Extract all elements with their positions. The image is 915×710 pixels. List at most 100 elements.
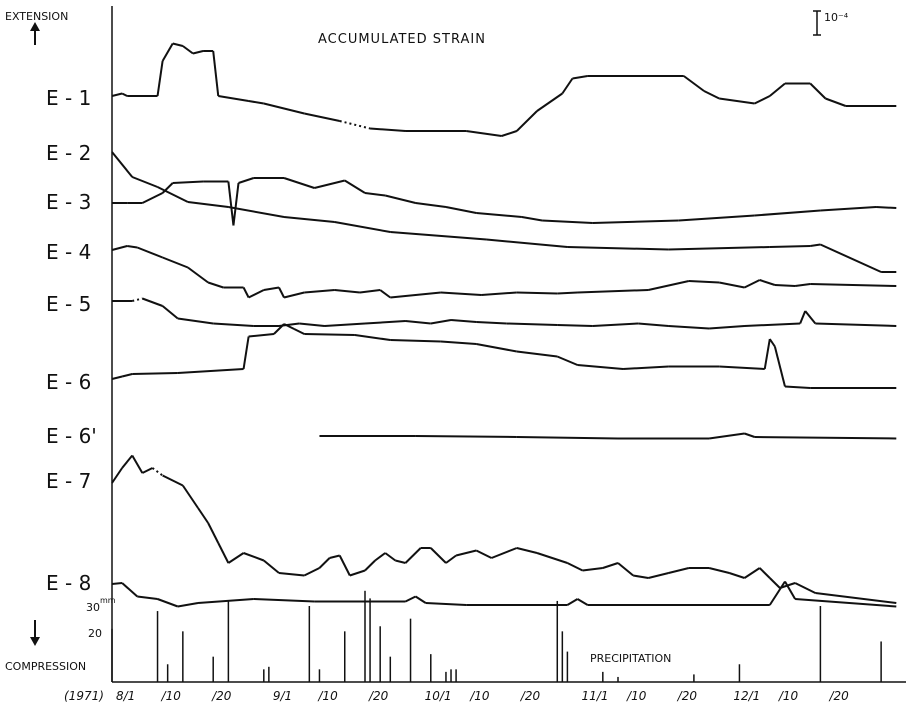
trace-segment-4 <box>242 287 250 298</box>
trace-segment-3 <box>227 181 235 226</box>
trace-segment-1 <box>161 42 174 62</box>
trace-segment-1 <box>212 50 220 97</box>
trace-segment-9 <box>784 580 796 600</box>
trace-segment-2 <box>334 221 391 233</box>
trace-segment-8 <box>633 574 649 579</box>
x-tick-label: /20 <box>520 689 541 703</box>
trace-segment-4 <box>127 245 138 249</box>
trace-segment-3 <box>232 182 240 226</box>
trace-segment-8 <box>430 547 447 564</box>
trace-segment-8 <box>445 554 457 564</box>
trace-segment-6 <box>248 333 275 338</box>
trace-segment-3 <box>476 212 522 218</box>
station-label-e6: E - 6 <box>46 370 91 394</box>
trace-segment-8 <box>243 552 265 562</box>
trace-segment-8 <box>708 567 730 574</box>
trace-segment-8 <box>491 547 518 559</box>
trace-segment-4 <box>759 279 776 286</box>
x-tick-label: 12/1 <box>733 689 760 703</box>
station-label-e5: E - 5 <box>46 292 91 316</box>
trace-segment-4 <box>278 287 285 298</box>
x-tick-label: 9/1 <box>273 689 292 703</box>
trace-segment-8 <box>743 567 761 579</box>
trace-segment-8 <box>263 559 280 574</box>
trace-segment-5 <box>668 325 710 330</box>
trace-segment-1 <box>572 75 588 80</box>
trace-segment-3 <box>678 214 755 222</box>
trace-segment-8 <box>374 552 386 562</box>
trace-segment-1 <box>501 130 518 137</box>
trace-segment-5 <box>592 322 639 327</box>
trace-segment-6 <box>556 355 578 366</box>
trace-segment-8 <box>815 592 897 604</box>
x-tick-label: /10 <box>317 689 338 703</box>
trace-segment-8 <box>582 567 603 572</box>
trace-segment-2 <box>157 186 189 203</box>
trace-segment-4 <box>794 283 811 287</box>
trace-segment-8 <box>338 555 351 576</box>
trace-segment-9 <box>415 595 427 604</box>
trace-segment-9 <box>405 595 417 603</box>
trace-segment-6 <box>273 323 285 335</box>
trace-segment-2 <box>769 245 811 248</box>
trace-segment-6 <box>354 334 391 341</box>
x-tick-label: /20 <box>677 689 698 703</box>
trace-segment-8 <box>729 572 745 579</box>
trace-segment-4 <box>390 291 441 299</box>
trace-segment-5 <box>744 322 801 327</box>
trace-segment-4 <box>187 266 209 284</box>
trace-segment-5 <box>177 317 214 325</box>
precip-tick-20: 20 <box>88 627 102 640</box>
trace-segment-8 <box>111 467 123 484</box>
extension-label: EXTENSION <box>5 10 68 23</box>
extension-arrow-icon <box>30 22 40 45</box>
trace-segment-2 <box>486 238 568 248</box>
trace-segment-5 <box>709 325 745 330</box>
trace-segment-9 <box>425 602 467 606</box>
trace-segment-3 <box>592 219 679 224</box>
trace-segment-5 <box>557 324 593 327</box>
compression-label: COMPRESSION <box>5 660 86 673</box>
trace-segment-5 <box>476 321 507 325</box>
trace-segment-1 <box>561 77 574 95</box>
trace-segment-4 <box>440 291 482 296</box>
precipitation-bars <box>111 590 882 682</box>
trace-segment-9 <box>577 598 589 606</box>
trace-segment-4 <box>263 286 280 291</box>
trace-segment-6 <box>304 333 355 336</box>
trace-segment-9 <box>121 582 138 598</box>
trace-segment-1 <box>182 45 194 55</box>
trace-segment-5 <box>799 310 807 324</box>
trace-segment-6 <box>132 372 178 375</box>
trace-segment-4 <box>744 279 761 289</box>
trace-segment-3 <box>364 192 386 197</box>
trace-segment-2 <box>283 216 335 223</box>
strain-traces <box>111 42 897 608</box>
trace-segment-1 <box>218 95 249 102</box>
trace-segment-6 <box>719 365 765 370</box>
trace-segment-8 <box>303 567 320 577</box>
trace-segment-9 <box>197 598 254 604</box>
trace-segment-1 <box>339 120 371 130</box>
trace-segment-9 <box>253 598 315 603</box>
trace-segment-8 <box>217 542 230 564</box>
trace-segment-7 <box>754 436 897 440</box>
trace-segment-2 <box>819 243 882 273</box>
trace-segment-6 <box>440 340 477 345</box>
trace-segment-6 <box>283 323 295 330</box>
trace-segment-6 <box>763 338 771 370</box>
trace-segment-5 <box>804 310 817 325</box>
trace-segment-8 <box>131 454 144 474</box>
trace-segment-1 <box>263 102 305 115</box>
trace-segment-8 <box>566 562 584 572</box>
trace-segment-8 <box>758 567 771 579</box>
trace-segment-4 <box>379 289 391 299</box>
trace-segment-3 <box>876 206 897 209</box>
trace-segment-4 <box>577 289 649 294</box>
trace-segment-1 <box>121 92 128 97</box>
trace-segment-6 <box>768 338 776 348</box>
trace-segment-3 <box>415 202 447 208</box>
trace-segment-4 <box>207 281 224 289</box>
trace-segment-9 <box>566 598 579 606</box>
trace-segment-2 <box>228 206 285 218</box>
